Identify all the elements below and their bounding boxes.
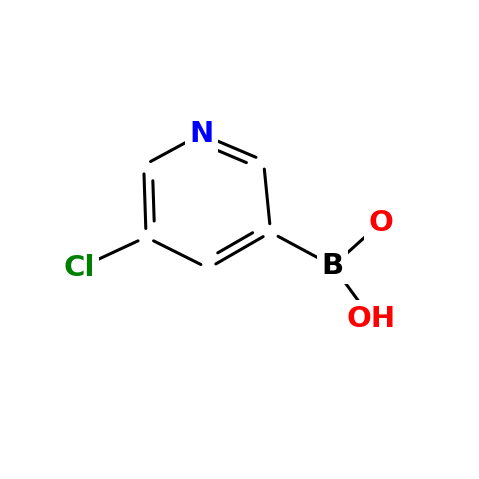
Text: OH: OH xyxy=(347,305,396,332)
Text: Cl: Cl xyxy=(63,254,95,282)
Text: B: B xyxy=(322,252,344,280)
Text: N: N xyxy=(189,120,213,148)
Text: O: O xyxy=(368,209,393,237)
